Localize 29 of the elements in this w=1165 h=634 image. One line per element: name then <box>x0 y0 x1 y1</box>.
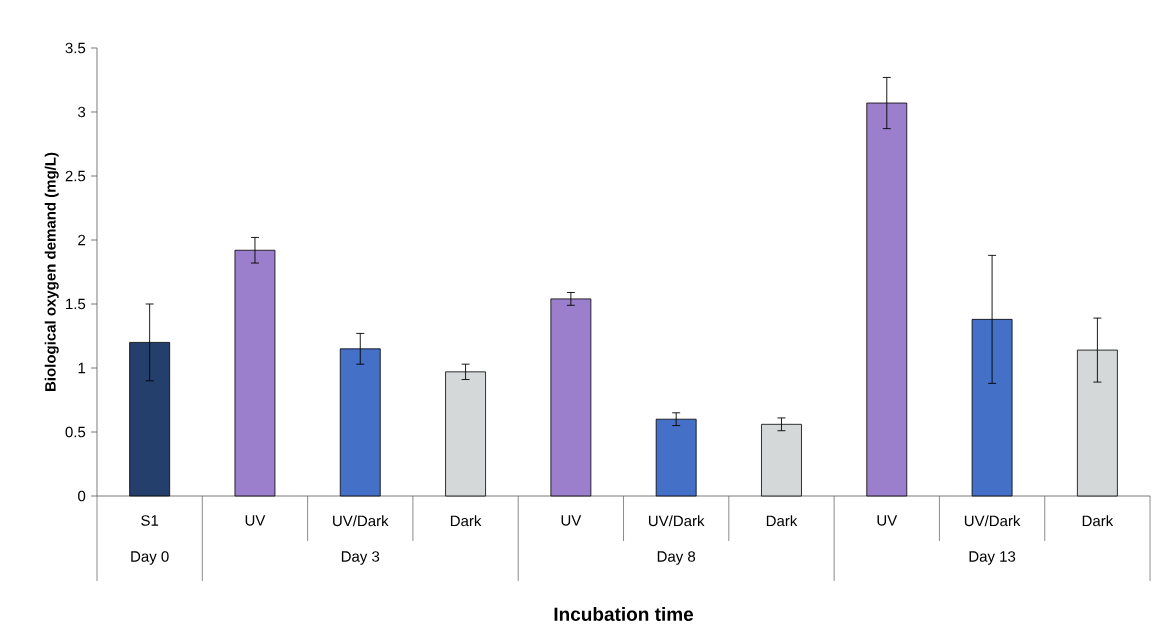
x-tick-label: UV/Dark <box>648 515 705 527</box>
bar <box>234 249 276 497</box>
y-tick-label: 2 <box>78 234 86 246</box>
bar <box>129 342 171 497</box>
x-tick-label: UV <box>877 515 898 526</box>
x-tick-label: S1 <box>141 515 159 526</box>
y-tick-label: 2.5 <box>65 170 86 182</box>
y-tick-label: 0 <box>78 490 86 502</box>
bar <box>655 418 697 497</box>
x-tick-label: UV <box>561 515 582 526</box>
x-tick-label: Dark <box>766 515 798 527</box>
x-tick-label: Dark <box>1082 515 1114 527</box>
x-axis-title: Incubation time <box>554 607 694 621</box>
bar <box>761 423 802 497</box>
x-tick-label: UV/Dark <box>964 515 1021 527</box>
text: Day 8 <box>657 551 696 565</box>
y-axis-title: Biological oxygen demand (mg/L) <box>44 152 59 392</box>
y-tick-label: 1.5 <box>66 298 86 310</box>
y-tick-label: 3.5 <box>65 42 86 54</box>
text: Day 0 <box>131 551 169 565</box>
text: Day 13 <box>969 551 1016 565</box>
x-tick-label: UV/Dark <box>333 515 389 527</box>
y-tick-label: 0.5 <box>65 426 86 438</box>
x-tick-label: UV <box>245 515 266 526</box>
x-tick-label: Dark <box>450 515 482 527</box>
bar <box>971 318 1013 497</box>
y-tick-label: 3 <box>78 106 86 118</box>
text: Day 3 <box>341 551 380 565</box>
y-tick-label: 1 <box>78 362 86 374</box>
